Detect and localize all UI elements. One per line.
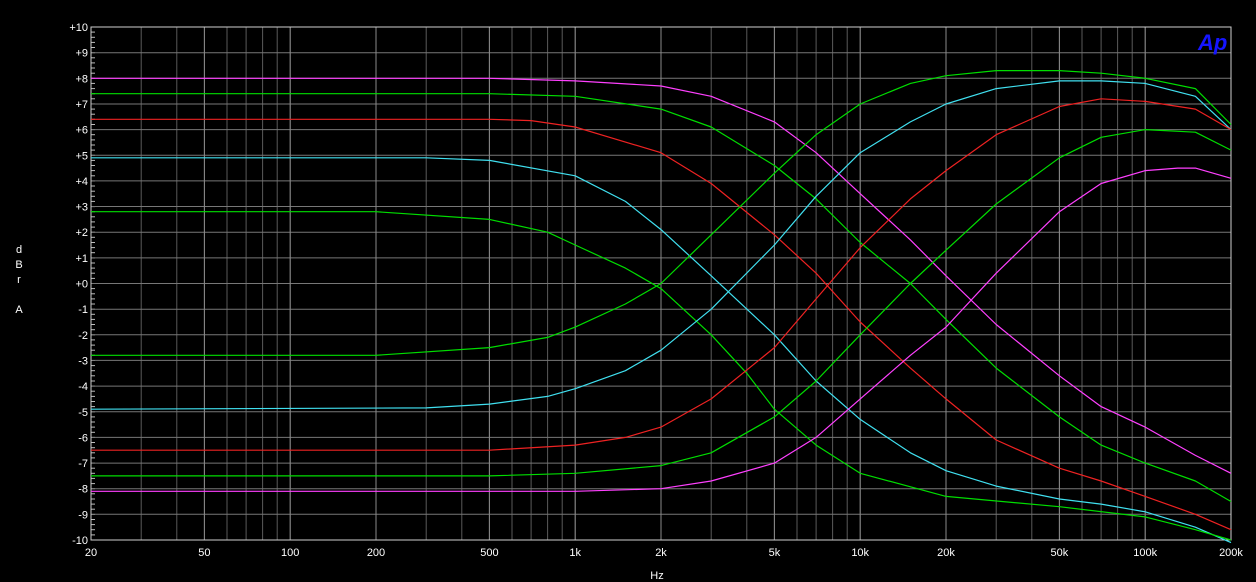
y-tick-label: -8: [78, 484, 88, 496]
series-line: [91, 93, 1232, 503]
y-tick-label: -4: [78, 381, 88, 393]
y-tick-label: +1: [75, 253, 88, 265]
series-line: [91, 157, 1232, 544]
series-lines: [90, 70, 1232, 544]
tick-labels: +10 +9 +8 +7 +6 +5 +4 +3 +2 +1 +0 -1 -2 -3 -4 -5 -6 -7 -8 -…: [69, 22, 1243, 559]
y-tick-label: +10: [69, 22, 88, 34]
x-tick-label: 200k: [1219, 547, 1243, 559]
y-tick-label: +4: [75, 176, 88, 188]
y-tick-label: -10: [72, 535, 88, 547]
major-gridlines: [90, 26, 1232, 541]
y-axis-label-letter: B: [15, 259, 22, 271]
y-tick-label: +9: [75, 48, 88, 60]
y-axis-label-letter: r: [17, 274, 21, 286]
x-tick-label: 1k: [569, 547, 581, 559]
series-line: [91, 211, 1232, 541]
series-line: [91, 118, 1232, 531]
y-tick-label: -9: [78, 509, 88, 521]
y-tick-label: -6: [78, 432, 88, 444]
y-tick-label: +5: [75, 150, 88, 162]
y-tick-label: +0: [75, 279, 88, 291]
series-line: [91, 98, 1232, 451]
plot-border: [90, 26, 1232, 541]
y-tick-label: +2: [75, 227, 88, 239]
x-tick-label: 20k: [937, 547, 955, 559]
series-line: [91, 70, 1232, 356]
x-tick-label: 100k: [1133, 547, 1157, 559]
x-tick-label: 50: [198, 547, 210, 559]
x-tick-label: 200: [367, 547, 385, 559]
y-tick-label: -5: [78, 407, 88, 419]
y-tick-label: +3: [75, 202, 88, 214]
series-line: [90, 80, 1232, 410]
ap-logo: Ap: [1197, 30, 1227, 55]
y-tick-label: +6: [75, 125, 88, 137]
y-axis-label-letter: d: [16, 244, 22, 256]
y-tick-label: -1: [78, 304, 88, 316]
y-tick-label: +7: [75, 99, 88, 111]
series-line: [91, 167, 1232, 492]
x-tick-label: 2k: [655, 547, 667, 559]
y-axis-label: dBr A: [15, 244, 23, 316]
y-tick-label: -7: [78, 458, 88, 470]
x-tick-label: 500: [480, 547, 498, 559]
x-tick-label: 100: [281, 547, 299, 559]
series-line: [91, 129, 1232, 477]
x-tick-label: 20: [85, 547, 97, 559]
y-axis-label-letter: A: [15, 304, 23, 316]
x-axis-label: Hz: [650, 570, 663, 582]
x-tick-label: 50k: [1051, 547, 1069, 559]
series-line: [91, 77, 1232, 474]
y-tick-label: -2: [78, 330, 88, 342]
x-tick-label: 10k: [851, 547, 869, 559]
x-tick-label: 5k: [769, 547, 781, 559]
y-tick-label: -3: [78, 355, 88, 367]
y-tick-label: +8: [75, 73, 88, 85]
